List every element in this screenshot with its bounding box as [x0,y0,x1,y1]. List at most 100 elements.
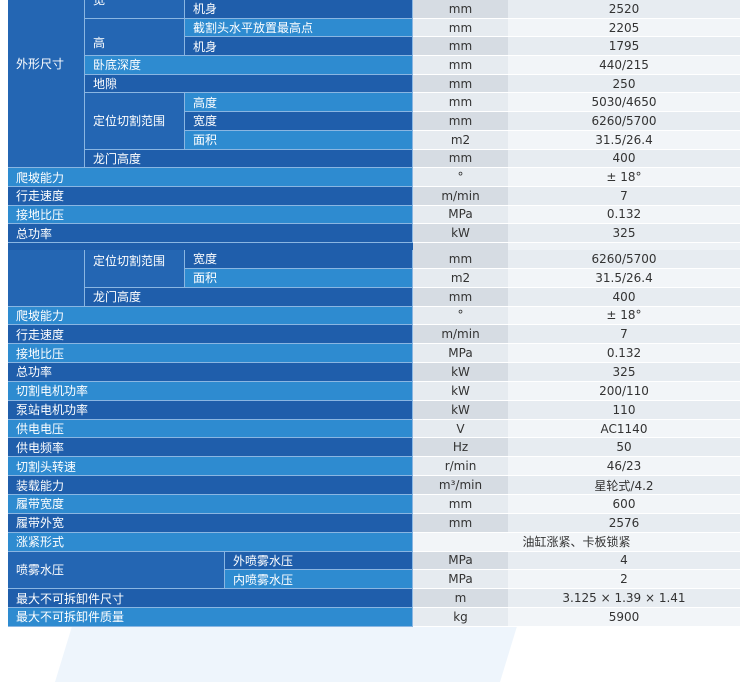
row-label: 内喷雾水压 [225,570,413,590]
value-cell: 200/110 [508,381,740,401]
value-cell: 0.132 [508,344,740,364]
high-label: 高 [85,18,185,57]
value-cell: 440/215 [508,56,740,75]
value-cell: 0.132 [508,205,740,225]
row-label: 外喷雾水压 [225,551,413,571]
unit-cell: m2 [413,130,508,150]
value-cell: 2520 [508,0,740,19]
unit-cell: mm [413,74,508,94]
unit-cell: V [413,419,508,439]
value-cell: 46/23 [508,457,740,477]
row-label: 卧底深度 [85,56,413,75]
unit-cell: mm [413,513,508,533]
unit-cell: mm [413,494,508,514]
row-label: 最大不可拆卸件质量 [8,608,413,627]
unit-cell: kg [413,608,508,627]
wide-label: 宽 [93,0,106,7]
row-label: 最大不可拆卸件尺寸 [8,589,413,609]
value-cell: ± 18° [508,168,740,187]
value-cell: 5900 [508,608,740,627]
value-cell: 400 [508,149,740,169]
value-cell: 325 [508,224,740,243]
unit-cell: kW [413,224,508,243]
unit-cell: mm [413,18,508,38]
value-cell: 600 [508,494,740,514]
unit-cell: kW [413,381,508,401]
group-label: 外形尺寸 [8,0,85,169]
unit-cell: m/min [413,325,508,345]
value-cell: 7 [508,325,740,345]
unit-cell: ° [413,168,508,187]
unit-cell: Hz [413,438,508,458]
row-label: 行走速度 [8,186,413,206]
value-cell: 2576 [508,513,740,533]
unit-cell: MPa [413,570,508,590]
value-cell: 7 [508,186,740,206]
row-label: 截割头水平放置最高点 [185,18,413,38]
row-label: 宽度 [185,112,413,131]
unit-cell: mm [413,56,508,75]
unit-cell: mm [413,93,508,113]
row-label: 龙门高度 [85,287,413,307]
unit-cell: m³/min [413,476,508,495]
value-cell: 250 [508,74,740,94]
value-cell: 31.5/26.4 [508,268,740,288]
value-cell: 5030/4650 [508,93,740,113]
row-label: 行走速度 [8,325,413,345]
value-cell: 325 [508,363,740,382]
row-label: 爬坡能力 [8,306,413,326]
row-label: 切割头转速 [8,457,413,477]
unit-cell: kW [413,400,508,420]
unit-cell: mm [413,250,508,269]
row-label: 履带外宽 [8,513,413,533]
row-label: 机身 [185,0,413,19]
row-label: 地隙 [85,74,413,94]
spec-table-fragment-top: 外形尺寸 宽 机身 mm 2520 高 截割头水平放置最高点 mm 2205 机… [8,0,740,243]
row-label: 履带宽度 [8,494,413,514]
row-label: 面积 [185,130,413,150]
value-cell: 油缸涨紧、卡板锁紧 [413,532,740,552]
row-label: 总功率 [8,363,413,382]
range-label: 定位切割范围 [85,93,185,150]
unit-cell: mm [413,112,508,131]
unit-cell: m2 [413,268,508,288]
unit-cell: ° [413,306,508,326]
spec-table-fragment-bottom: 定位切割范围 宽度 mm 6260/5700 面积 m2 31.5/26.4 龙门高度 mm 40… [8,250,740,627]
unit-cell: mm [413,287,508,307]
unit-cell: m [413,589,508,609]
spray-label: 喷雾水压 [8,551,225,590]
row-label: 爬坡能力 [8,168,413,187]
row-label: 面积 [185,268,413,288]
unit-cell: mm [413,149,508,169]
unit-cell: mm [413,37,508,57]
value-cell: 1795 [508,37,740,57]
value-cell: 31.5/26.4 [508,130,740,150]
row-label: 供电电压 [8,419,413,439]
value-cell: AC1140 [508,419,740,439]
row-label: 机身 [185,37,413,57]
unit-cell: MPa [413,205,508,225]
value-cell: 2205 [508,18,740,38]
unit-cell: m/min [413,186,508,206]
row-label: 宽度 [185,250,413,269]
unit-cell: kW [413,363,508,382]
range-label: 定位切割范围 [85,250,185,288]
value-cell: ± 18° [508,306,740,326]
value-cell: 6260/5700 [508,250,740,269]
value-cell: 3.125 × 1.39 × 1.41 [508,589,740,609]
unit-cell: r/min [413,457,508,477]
row-label: 泵站电机功率 [8,400,413,420]
row-label: 切割电机功率 [8,381,413,401]
row-label: 总功率 [8,224,413,243]
value-cell: 50 [508,438,740,458]
row-label: 高度 [185,93,413,113]
row-label: 装载能力 [8,476,413,495]
value-cell: 6260/5700 [508,112,740,131]
value-cell: 400 [508,287,740,307]
row-label: 接地比压 [8,205,413,225]
row-label: 涨紧形式 [8,532,413,552]
group-cell-blank [8,250,85,307]
unit-cell: MPa [413,551,508,571]
value-cell: 110 [508,400,740,420]
row-label: 接地比压 [8,344,413,364]
